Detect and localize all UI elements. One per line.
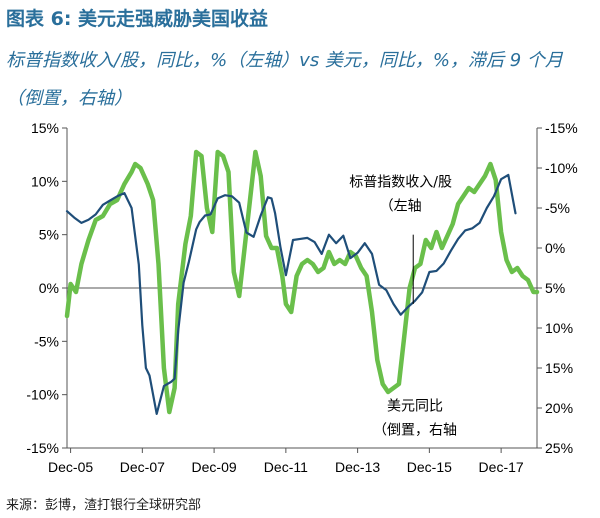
chart-title: 图表 6: 美元走强威胁美国收益	[6, 8, 269, 30]
left-tick-label: 10%	[31, 173, 59, 189]
right-tick-label: 15%	[545, 360, 573, 376]
annotation-sp-revenue: （左轴	[380, 199, 422, 215]
annotation-sp-revenue: 标普指数收入/股	[349, 175, 452, 191]
left-tick-label: -5%	[34, 333, 59, 349]
right-tick-label: -10%	[545, 160, 578, 176]
x-tick-label: Dec-09	[192, 459, 237, 475]
left-tick-label: 15%	[31, 120, 59, 136]
right-tick-label: 5%	[545, 280, 565, 296]
annotation-usd: 美元同比	[387, 399, 443, 415]
left-tick-label: 5%	[39, 227, 59, 243]
source-note: 来源：彭博，渣打银行全球研究部	[6, 498, 202, 513]
right-tick-label: 20%	[545, 400, 573, 416]
x-tick-label: Dec-07	[120, 459, 165, 475]
series-line-usd	[64, 149, 540, 415]
right-tick-label: 0%	[545, 240, 565, 256]
chart-plot: 15% 10% 5% 0% -5% -10% -15% -15% -10% -5% 0% 5% 10% 1…	[26, 120, 578, 475]
right-tick-label: -15%	[545, 120, 578, 136]
chart-subtitle: 标普指数收入/股，同比，%（左轴）vs 美元，同比，%，滞后 9 个月（倒置，右…	[6, 50, 563, 109]
left-tick-label: 0%	[39, 280, 59, 296]
left-tick-label: -15%	[26, 440, 59, 456]
right-tick-label: 10%	[545, 320, 573, 336]
x-tick-label: Dec-15	[407, 459, 452, 475]
left-tick-label: -10%	[26, 387, 59, 403]
x-tick-label: Dec-11	[264, 459, 308, 475]
annotation-usd: （倒置，右轴	[373, 423, 457, 439]
x-tick-label: Dec-17	[479, 459, 524, 475]
right-tick-label: -5%	[545, 200, 570, 216]
right-tick-label: 25%	[545, 440, 573, 456]
series-line-sp-revenue	[65, 173, 517, 415]
x-tick-label: Dec-13	[335, 459, 380, 475]
x-tick-label: Dec-05	[48, 459, 93, 475]
